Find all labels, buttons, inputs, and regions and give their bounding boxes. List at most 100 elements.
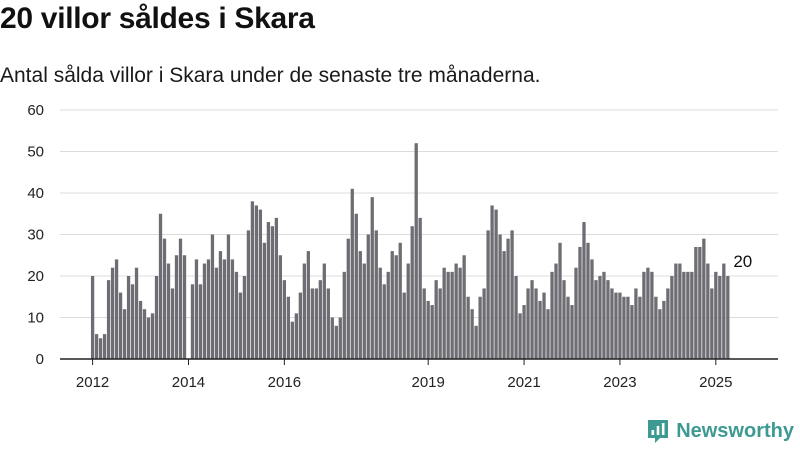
newsworthy-logo-icon [648,420,669,443]
bar [562,280,566,359]
bar [102,334,107,359]
bar [686,271,690,359]
bar [286,296,291,359]
bar [242,276,247,359]
bar [222,259,227,359]
bar [98,338,103,359]
bar [198,284,203,359]
bar [502,251,506,359]
bar [678,263,682,359]
bar [366,234,370,359]
bar [150,313,155,359]
bar [302,263,306,359]
bar [694,246,698,359]
bar [566,296,570,359]
bar [482,288,486,359]
bar [294,313,298,359]
bar [614,292,618,359]
chart-subtitle: Antal sålda villor i Skara under de sena… [0,64,541,87]
bar [554,263,558,359]
bar [234,271,239,359]
bar [318,280,322,359]
highlight-value-label: 20 [733,252,752,271]
bar [626,296,630,359]
x-axis: 2012 2014 2016 2019 2021 2023 2025 [60,358,778,391]
bar [462,255,466,359]
bar [470,309,474,359]
bar [138,300,143,359]
bar [726,276,730,359]
bar [478,296,482,359]
x-tick-label: 2012 [76,374,109,391]
bar [706,263,710,359]
x-tick-label: 2014 [172,374,205,391]
bar [582,222,586,359]
bar [590,259,594,359]
x-tick-label: 2021 [507,374,540,391]
bar [278,255,283,359]
bar [610,288,614,359]
bar [122,309,127,359]
bar [646,267,650,359]
bar [166,263,171,359]
bar [250,201,255,359]
bar [170,288,175,359]
bar [618,292,622,359]
bar [498,234,502,359]
bar [570,305,574,359]
bar [658,309,662,359]
bar [334,325,338,359]
bar [670,276,674,359]
bar [174,255,179,359]
bar [638,296,642,359]
bar [454,263,458,359]
bar [422,288,426,359]
bar [134,267,139,359]
newsworthy-brand[interactable]: Newsworthy [646,418,794,444]
bar [154,276,159,359]
y-tick-label: 40 [27,185,44,202]
bar [398,242,402,359]
bar [538,300,542,359]
bar [430,305,434,359]
bar [342,271,346,359]
bar [322,263,326,359]
bar [654,296,658,359]
bar [682,271,686,359]
bar [594,280,598,359]
bar [402,292,406,359]
bar [534,288,538,359]
bar [362,263,366,359]
bar [714,271,718,359]
bar [622,296,626,359]
bar [126,276,131,359]
y-tick-label: 50 [27,144,44,161]
bar [698,246,702,359]
bar [630,305,634,359]
bar [542,292,546,359]
bar [310,288,314,359]
bar [446,271,450,359]
bar [486,230,490,359]
x-tick-label: 2019 [411,374,444,391]
bar [162,238,167,359]
bar [510,230,514,359]
bar [474,325,478,359]
bar [702,238,706,359]
bar [158,213,163,359]
bar [674,263,678,359]
bar [490,205,494,359]
bar [426,300,430,359]
y-axis-ticks: 0 10 20 30 40 50 60 [27,102,44,368]
bar [466,296,470,359]
bar [262,242,267,359]
bar [662,300,666,359]
bar [414,143,418,359]
bar [374,230,378,359]
bar [598,276,602,359]
bar [514,276,518,359]
bar [530,280,534,359]
bar [382,284,386,359]
bar [574,267,578,359]
bar [110,267,115,359]
